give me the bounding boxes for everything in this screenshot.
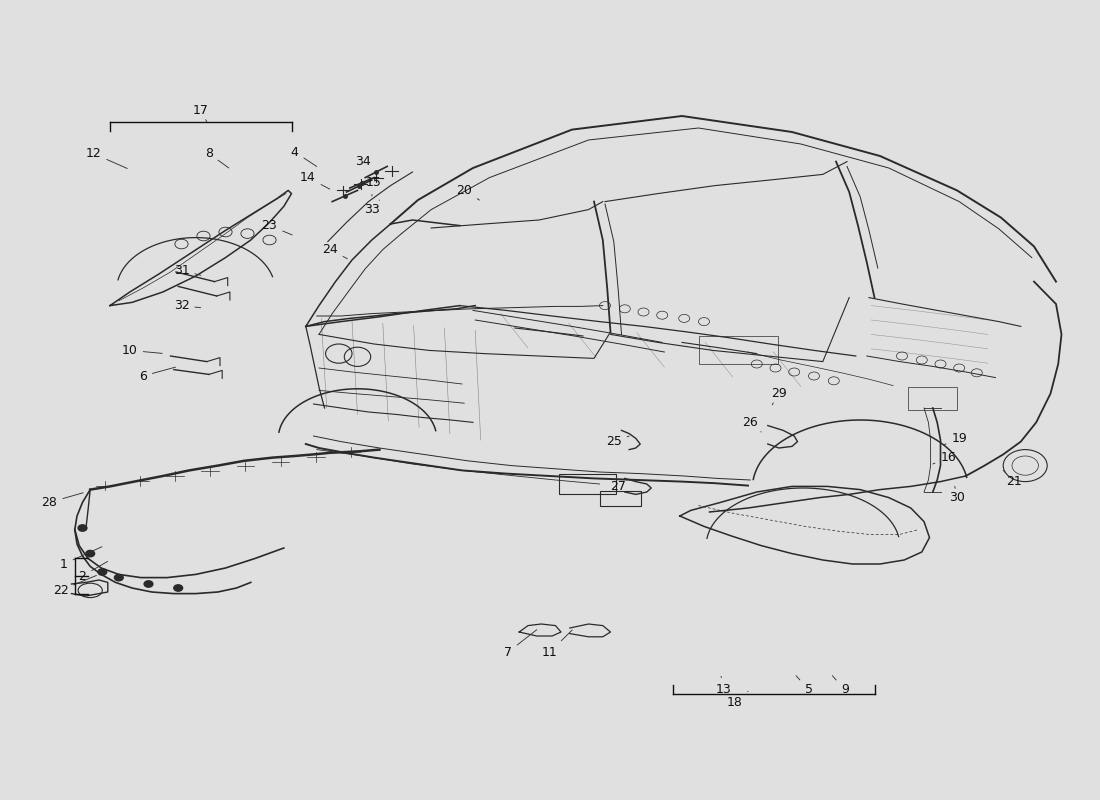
Text: 23: 23 <box>262 219 293 235</box>
Text: 17: 17 <box>192 104 208 122</box>
Bar <box>600 491 641 506</box>
Text: 7: 7 <box>504 630 537 658</box>
Text: 21: 21 <box>1003 470 1022 488</box>
Circle shape <box>78 525 87 531</box>
Text: 5: 5 <box>796 676 813 696</box>
Text: 18: 18 <box>727 691 748 709</box>
Text: 25: 25 <box>606 435 629 448</box>
Text: 34: 34 <box>355 155 377 173</box>
Text: 20: 20 <box>456 184 480 200</box>
Text: 16: 16 <box>933 451 956 464</box>
Text: 22: 22 <box>53 575 97 597</box>
Text: 27: 27 <box>610 479 634 493</box>
Text: 31: 31 <box>174 264 201 277</box>
Text: 10: 10 <box>122 344 162 357</box>
Text: 33: 33 <box>364 200 380 216</box>
Text: 8: 8 <box>205 147 229 168</box>
Text: 26: 26 <box>742 416 761 432</box>
Circle shape <box>86 550 95 557</box>
Circle shape <box>174 585 183 591</box>
Bar <box>559 474 616 494</box>
Text: 11: 11 <box>542 630 572 658</box>
Text: 9: 9 <box>833 676 849 696</box>
Text: 13: 13 <box>716 676 732 696</box>
Text: 2: 2 <box>78 562 108 582</box>
Text: 1: 1 <box>59 546 102 570</box>
Text: 32: 32 <box>174 299 200 312</box>
Text: 14: 14 <box>300 171 330 189</box>
Circle shape <box>144 581 153 587</box>
Text: 15: 15 <box>366 176 382 196</box>
Text: 30: 30 <box>949 486 965 504</box>
Circle shape <box>114 574 123 581</box>
Text: 19: 19 <box>944 432 967 445</box>
Bar <box>698 336 778 364</box>
Text: 29: 29 <box>771 387 786 405</box>
Bar <box>908 387 957 410</box>
Text: 12: 12 <box>86 147 128 169</box>
Text: 6: 6 <box>139 367 176 382</box>
Text: 4: 4 <box>290 146 317 166</box>
Text: 28: 28 <box>42 493 84 509</box>
Text: 24: 24 <box>322 243 348 258</box>
Circle shape <box>98 569 107 575</box>
